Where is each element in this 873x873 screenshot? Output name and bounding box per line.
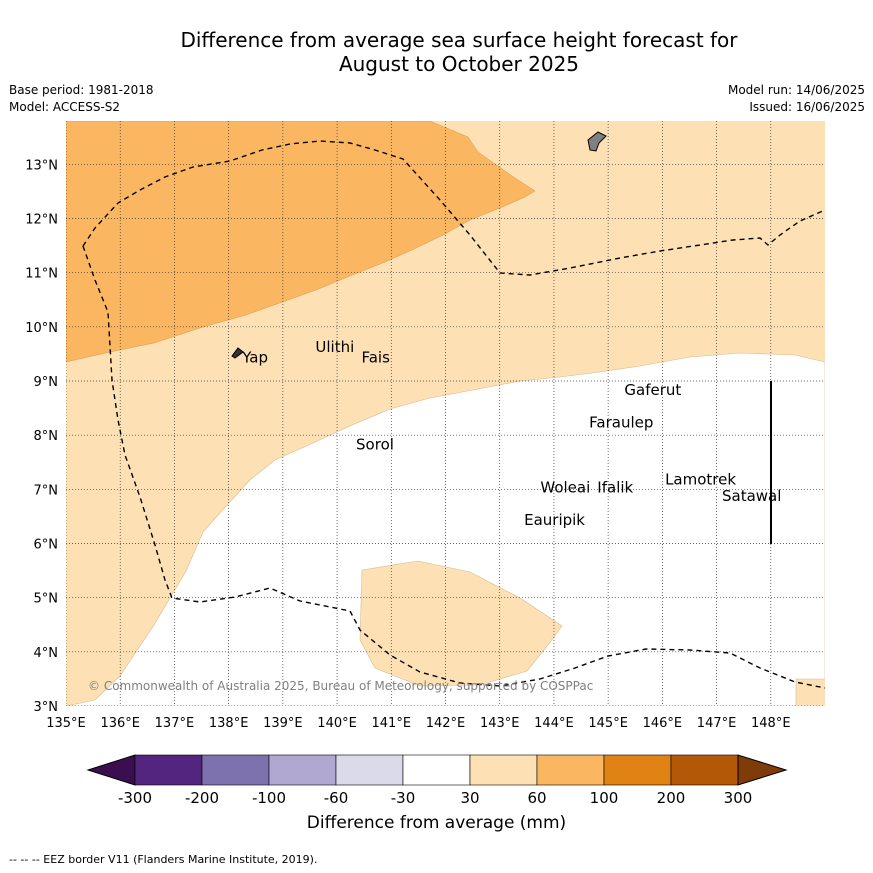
- anomaly-patch-south: [359, 560, 563, 687]
- lat-tick-label: 3°N: [34, 700, 59, 715]
- lat-tick-label: 7°N: [34, 483, 59, 498]
- lon-tick-label: 148°E: [751, 716, 791, 731]
- lon-tick-label: 142°E: [426, 716, 466, 731]
- colorbar-label: Difference from average (mm): [306, 813, 567, 833]
- colorbar-tick-label: 100: [590, 789, 619, 807]
- lat-tick-label: 4°N: [34, 646, 59, 661]
- colorbar: -300 -200 -100 -60 -30 30 60 100 200 300: [86, 754, 788, 807]
- copyright-text: © Commonwealth of Australia 2025, Bureau…: [88, 679, 593, 693]
- lon-tick-label: 146°E: [643, 716, 683, 731]
- lon-tick-label: 135°E: [46, 716, 86, 731]
- place-label: Sorol: [356, 435, 394, 453]
- place-label: Gaferut: [624, 381, 681, 399]
- lon-tick-label: 143°E: [480, 716, 520, 731]
- place-label: Fais: [361, 349, 390, 367]
- lon-tick-label: 144°E: [534, 716, 574, 731]
- lat-tick-label: 10°N: [25, 321, 58, 336]
- colorbar-tick-label: 30: [460, 789, 479, 807]
- meta-left: Base period: 1981-2018 Model: ACCESS-S2: [9, 82, 154, 116]
- lon-tick-label: 141°E: [372, 716, 412, 731]
- place-labels: Yap Ulithi Fais Gaferut Faraulep Sorol Woleai I…: [241, 338, 781, 529]
- model-text: Model: ACCESS-S2: [9, 100, 121, 114]
- issued-text: Issued: 16/06/2025: [749, 100, 865, 114]
- title-line-2: August to October 2025: [338, 52, 580, 76]
- lon-tick-label: 147°E: [697, 716, 737, 731]
- colorbar-segment: [469, 754, 538, 786]
- lat-tick-label: 8°N: [34, 429, 59, 444]
- lon-tick-label: 145°E: [588, 716, 628, 731]
- model-run-text: Model run: 14/06/2025: [727, 83, 865, 97]
- place-label: Yap: [241, 349, 268, 367]
- colorbar-segment: [201, 754, 270, 786]
- eez-border-north: [82, 140, 825, 276]
- colorbar-tick-label: -300: [118, 789, 152, 807]
- colorbar-tick-label: -200: [185, 789, 219, 807]
- colorbar-tick-label: 300: [724, 789, 753, 807]
- eez-legend-text: -- -- -- EEZ border V11 (Flanders Marine…: [9, 853, 318, 866]
- colorbar-segment: [134, 754, 203, 786]
- lat-tick-label: 13°N: [25, 158, 58, 173]
- place-label: Eauripik: [524, 511, 585, 529]
- colorbar-tick-label: -60: [324, 789, 349, 807]
- place-label: Ifalik: [597, 479, 633, 497]
- eez-border-south: [82, 245, 825, 689]
- lat-tick-labels: 3°N 4°N 5°N 6°N 7°N 8°N 9°N 10°N 11°N 12°N 13°N: [25, 158, 58, 715]
- place-label: Faraulep: [589, 414, 653, 432]
- lat-tick-label: 11°N: [25, 267, 58, 282]
- lon-tick-label: 140°E: [317, 716, 357, 731]
- colorbar-tick-label: -30: [391, 789, 416, 807]
- colorbar-segment: [603, 754, 672, 786]
- lon-tick-label: 137°E: [155, 716, 195, 731]
- colorbar-segment: [536, 754, 605, 786]
- place-label: Woleai: [540, 479, 590, 497]
- colorbar-tick-label: 60: [527, 789, 546, 807]
- place-label: Ulithi: [315, 338, 354, 356]
- lat-tick-label: 12°N: [25, 213, 58, 228]
- lon-tick-label: 139°E: [263, 716, 303, 731]
- colorbar-extend-high: [737, 754, 788, 786]
- lon-tick-labels: 135°E 136°E 137°E 138°E 139°E 140°E 141°E 142°E…: [46, 716, 790, 731]
- colorbar-tick-label: 200: [657, 789, 686, 807]
- colorbar-segment: [335, 754, 404, 786]
- lat-tick-label: 6°N: [34, 538, 59, 553]
- meta-right: Model run: 14/06/2025 Issued: 16/06/2025: [728, 82, 865, 116]
- map-area: Yap Ulithi Fais Gaferut Faraulep Sorol Woleai I…: [66, 121, 825, 706]
- lon-tick-label: 138°E: [209, 716, 249, 731]
- base-period-text: Base period: 1981-2018: [9, 83, 154, 97]
- colorbar-segment: [670, 754, 739, 786]
- guam-land: [587, 131, 607, 152]
- place-label: Lamotrek: [665, 471, 736, 489]
- colorbar-segment: [268, 754, 337, 786]
- colorbar-segment: [402, 754, 471, 786]
- lon-tick-label: 136°E: [100, 716, 140, 731]
- grid-lines: [66, 121, 825, 706]
- yap-land: [231, 347, 244, 359]
- place-label: Satawal: [722, 487, 781, 505]
- anomaly-60-100-region: [66, 121, 536, 363]
- lat-tick-label: 9°N: [34, 375, 59, 390]
- title-line-1: Difference from average sea surface heig…: [180, 28, 738, 52]
- colorbar-extend-low: [86, 754, 136, 786]
- colorbar-tick-label: -100: [252, 789, 286, 807]
- map-title: Difference from average sea surface heig…: [0, 28, 873, 76]
- lat-tick-label: 5°N: [34, 592, 59, 607]
